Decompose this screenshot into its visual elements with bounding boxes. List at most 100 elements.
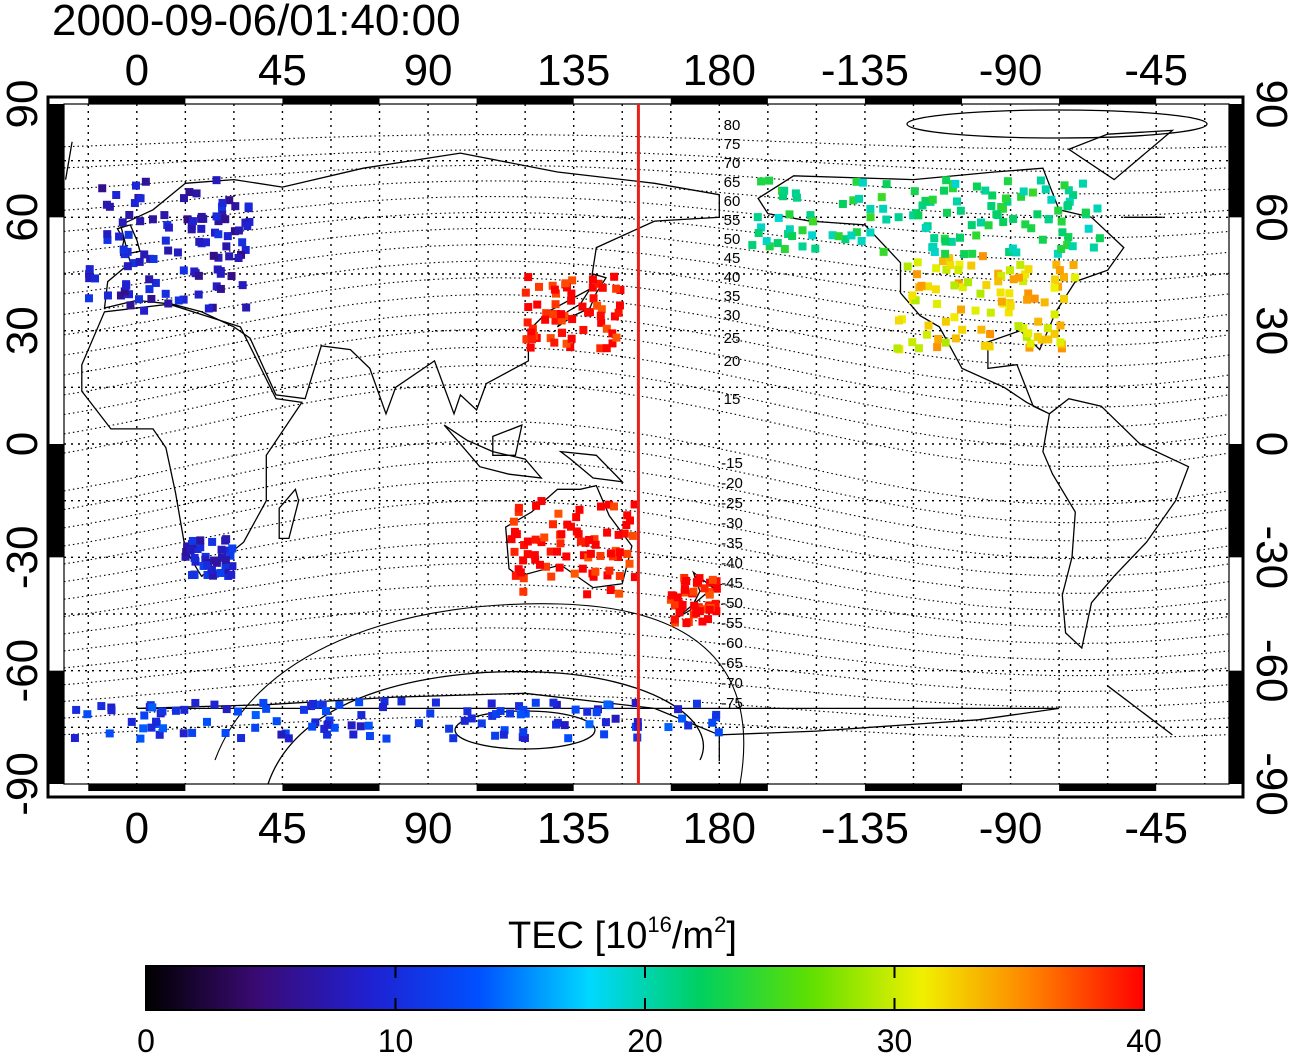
tec-point	[578, 564, 587, 573]
tec-point	[798, 242, 807, 251]
tec-point	[792, 193, 801, 202]
frame-bar-right	[1229, 670, 1243, 784]
tec-point	[562, 283, 571, 292]
tec-point	[941, 317, 950, 326]
contour-line	[63, 149, 1230, 172]
tec-point	[566, 522, 575, 531]
tec-point	[828, 231, 837, 240]
tec-point	[785, 210, 794, 219]
tec-point	[748, 241, 757, 250]
tec-point	[1050, 310, 1059, 319]
tec-point	[514, 507, 523, 516]
tec-point	[1064, 186, 1073, 195]
tec-point	[212, 282, 221, 291]
tec-point	[911, 296, 920, 305]
tec-point	[179, 729, 188, 738]
tec-point	[780, 186, 789, 195]
tec-point	[222, 242, 231, 251]
tec-point	[221, 728, 230, 737]
tec-point	[1056, 321, 1065, 330]
tec-point	[560, 721, 569, 730]
tec-point	[379, 703, 388, 712]
tec-point	[602, 344, 611, 353]
tec-point	[948, 184, 957, 193]
tec-point	[606, 586, 615, 595]
tec-point	[1054, 206, 1063, 215]
coastline	[116, 224, 141, 256]
frame-bar-left	[48, 104, 64, 218]
tec-point	[615, 301, 624, 310]
tec-point	[262, 704, 271, 713]
tec-point	[241, 245, 250, 254]
tec-point	[1050, 329, 1059, 338]
tec-point	[1060, 273, 1069, 282]
tec-point	[103, 230, 112, 239]
tec-point	[148, 215, 157, 224]
tec-point	[242, 303, 251, 312]
tec-point	[216, 269, 225, 278]
lon-tick-label-top: -45	[1124, 46, 1188, 95]
tec-point	[103, 235, 112, 244]
tec-point	[708, 718, 717, 727]
contour-label: 60	[724, 193, 741, 210]
frame-bar-top	[282, 97, 380, 104]
tec-point	[537, 538, 546, 547]
tec-point	[225, 196, 234, 205]
frame-bar-bottom	[282, 784, 380, 791]
lat-tick-label-left: 60	[0, 193, 47, 242]
contour-line	[63, 364, 1230, 448]
tec-point	[972, 182, 981, 191]
tec-point	[933, 343, 942, 352]
tec-point	[1006, 301, 1015, 310]
tec-point	[549, 698, 558, 707]
tec-point	[382, 734, 391, 743]
tec-point	[186, 546, 195, 555]
tec-point	[364, 721, 373, 730]
tec-point	[592, 708, 601, 717]
tec-point	[467, 714, 476, 723]
tec-point	[598, 283, 607, 292]
tec-point	[1014, 322, 1023, 331]
lon-tick-label-bottom: 135	[537, 804, 610, 853]
tec-point	[487, 699, 496, 708]
tec-point	[664, 723, 673, 732]
tec-point	[188, 536, 197, 545]
tec-point	[284, 734, 293, 743]
contour-line	[63, 440, 1230, 524]
tec-point	[614, 308, 623, 317]
frame-bar-top	[864, 97, 963, 104]
tec-point	[530, 551, 539, 560]
tec-point	[611, 546, 620, 555]
tec-point	[222, 705, 231, 714]
tec-point	[510, 547, 519, 556]
tec-point	[866, 213, 875, 222]
south-contour-outer	[214, 603, 745, 785]
tec-point	[122, 281, 131, 290]
tec-point	[127, 717, 136, 726]
coastline	[64, 129, 1175, 218]
tec-point	[921, 223, 930, 232]
frame-bar-bottom	[1059, 784, 1157, 791]
tec-point	[575, 505, 584, 514]
tec-point	[785, 225, 794, 234]
tec-point	[140, 306, 149, 315]
tec-point	[615, 548, 624, 557]
tec-point	[259, 698, 268, 707]
frame-bar-bottom	[476, 784, 574, 791]
tec-point	[164, 223, 173, 232]
tec-point	[1043, 324, 1052, 333]
tec-point	[103, 291, 112, 300]
coastline	[492, 424, 523, 456]
tec-point	[323, 730, 332, 739]
tec-point	[116, 291, 125, 300]
tec-point	[576, 537, 585, 546]
tec-point	[509, 517, 518, 526]
tec-point	[551, 300, 560, 309]
tec-point	[603, 700, 612, 709]
tec-point	[145, 285, 154, 294]
tec-point	[931, 285, 940, 294]
tec-point	[272, 717, 281, 726]
tec-point	[531, 535, 540, 544]
tec-point	[523, 550, 532, 559]
right-latitude-ticks: 90 60 30 0 -30 -60 -90	[1247, 80, 1292, 816]
